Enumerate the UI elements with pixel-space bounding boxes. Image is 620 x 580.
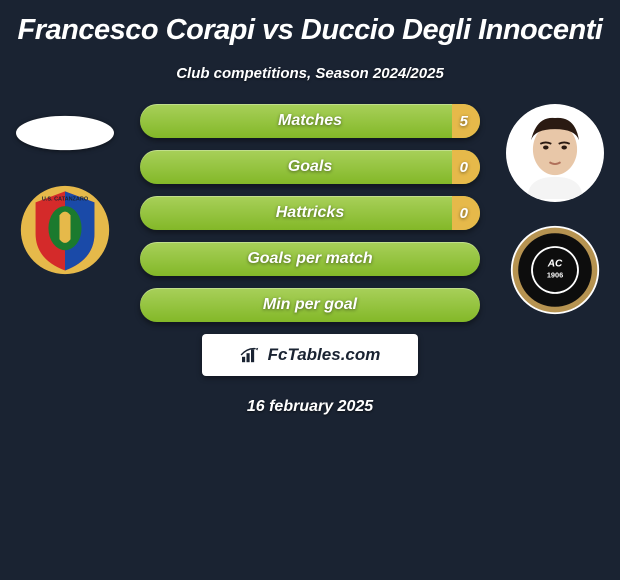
player-left-photo — [16, 116, 114, 150]
stat-label: Goals per match — [247, 250, 372, 268]
bar-chart-icon — [240, 346, 262, 364]
club-left-badge: U.S. CATANZARO — [19, 184, 111, 276]
player-right-column: AC 1906 SPEZIA SPEZIA — [500, 104, 610, 316]
svg-text:SPEZIA: SPEZIA — [509, 224, 536, 226]
spezia-badge-icon: AC 1906 SPEZIA SPEZIA — [509, 224, 601, 316]
svg-text:1906: 1906 — [547, 270, 563, 279]
stat-label: Hattricks — [276, 204, 344, 222]
club-right-badge: AC 1906 SPEZIA SPEZIA — [509, 224, 601, 316]
watermark-text: FcTables.com — [268, 345, 381, 365]
stat-bar: Goals per match — [140, 242, 480, 276]
comparison-panel: U.S. CATANZARO — [10, 104, 610, 416]
avatar-placeholder-icon — [19, 117, 111, 149]
stats-list: Matches 5 Goals 0 Hattricks 0 Goals per … — [140, 104, 480, 322]
date-label: 16 february 2025 — [10, 398, 610, 416]
svg-text:U.S. CATANZARO: U.S. CATANZARO — [42, 197, 89, 203]
page-title: Francesco Corapi vs Duccio Degli Innocen… — [10, 14, 610, 47]
svg-text:AC: AC — [547, 258, 563, 269]
stat-label: Min per goal — [263, 296, 357, 314]
player-right-photo — [506, 104, 604, 202]
svg-text:SPEZIA: SPEZIA — [543, 238, 568, 245]
stat-bar: Min per goal — [140, 288, 480, 322]
stat-bar: Goals 0 — [140, 150, 480, 184]
stat-label: Goals — [288, 158, 332, 176]
player-left-column: U.S. CATANZARO — [10, 104, 120, 276]
catanzaro-badge-icon: U.S. CATANZARO — [19, 184, 111, 276]
stat-value-right: 0 — [460, 159, 468, 176]
stat-bar: Matches 5 — [140, 104, 480, 138]
stat-bar: Hattricks 0 — [140, 196, 480, 230]
subtitle: Club competitions, Season 2024/2025 — [10, 65, 610, 82]
stat-value-right: 0 — [460, 205, 468, 222]
stat-label: Matches — [278, 112, 342, 130]
watermark-badge: FcTables.com — [202, 334, 418, 376]
stat-value-right: 5 — [460, 113, 468, 130]
avatar-face-icon — [509, 107, 601, 199]
